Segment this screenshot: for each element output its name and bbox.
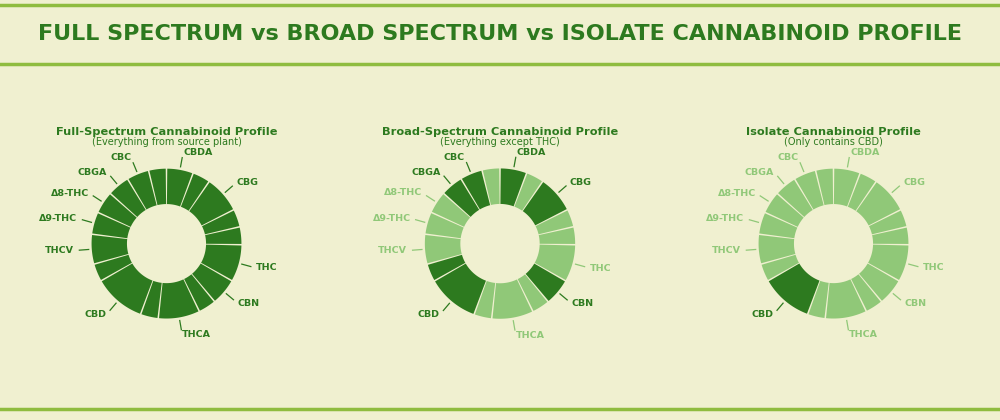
Polygon shape [462, 171, 490, 210]
Polygon shape [872, 228, 908, 244]
Polygon shape [759, 235, 795, 263]
Polygon shape [868, 244, 908, 280]
Text: CBD: CBD [418, 310, 440, 319]
Text: THCV: THCV [712, 246, 741, 255]
Polygon shape [92, 213, 130, 238]
Polygon shape [202, 210, 239, 234]
Text: (Only contains CBD): (Only contains CBD) [784, 137, 883, 147]
Text: CBC: CBC [110, 153, 131, 163]
Polygon shape [141, 281, 162, 318]
Polygon shape [526, 264, 565, 301]
Text: Δ8-THC: Δ8-THC [384, 189, 422, 197]
Polygon shape [766, 194, 804, 227]
Text: Δ8-THC: Δ8-THC [51, 189, 89, 197]
Polygon shape [778, 180, 813, 217]
Polygon shape [205, 228, 241, 244]
Text: Isolate Cannabinoid Profile: Isolate Cannabinoid Profile [746, 127, 921, 137]
Polygon shape [201, 244, 241, 280]
Polygon shape [848, 174, 875, 211]
Polygon shape [189, 182, 233, 226]
Text: Broad-Spectrum Cannabinoid Profile: Broad-Spectrum Cannabinoid Profile [382, 127, 618, 137]
Polygon shape [428, 255, 465, 280]
Text: THC: THC [590, 263, 611, 273]
Polygon shape [432, 194, 470, 227]
Polygon shape [425, 235, 462, 263]
Text: CBC: CBC [777, 153, 798, 163]
Text: THC: THC [923, 263, 944, 273]
Polygon shape [184, 274, 214, 311]
Text: CBN: CBN [904, 299, 927, 307]
Polygon shape [539, 228, 575, 244]
Polygon shape [493, 279, 532, 319]
Polygon shape [859, 263, 898, 301]
Polygon shape [762, 255, 799, 280]
Text: (Everything except THC): (Everything except THC) [440, 136, 560, 147]
Polygon shape [149, 169, 166, 205]
Polygon shape [856, 182, 900, 226]
Text: CBGA: CBGA [78, 168, 107, 177]
Text: FULL SPECTRUM vs BROAD SPECTRUM vs ISOLATE CANNABINOID PROFILE: FULL SPECTRUM vs BROAD SPECTRUM vs ISOLA… [38, 24, 962, 44]
Text: CBDA: CBDA [517, 148, 546, 157]
Polygon shape [816, 169, 833, 205]
Text: CBG: CBG [236, 178, 258, 187]
Polygon shape [796, 171, 824, 210]
Text: CBN: CBN [237, 299, 260, 307]
Polygon shape [518, 274, 547, 311]
Polygon shape [92, 235, 128, 263]
Text: THCV: THCV [378, 246, 407, 255]
Text: CBG: CBG [570, 178, 592, 187]
Polygon shape [535, 244, 575, 280]
Text: CBDA: CBDA [850, 148, 880, 157]
Text: CBGA: CBGA [411, 168, 441, 176]
Polygon shape [159, 279, 198, 318]
Polygon shape [514, 173, 542, 211]
Polygon shape [759, 213, 797, 238]
Text: Δ9-THC: Δ9-THC [706, 214, 744, 223]
Polygon shape [834, 169, 859, 207]
Polygon shape [536, 210, 573, 234]
Text: Full-Spectrum Cannabinoid Profile: Full-Spectrum Cannabinoid Profile [56, 127, 277, 137]
Text: THC: THC [256, 263, 277, 273]
Text: Δ8-THC: Δ8-THC [718, 189, 756, 197]
Polygon shape [483, 168, 500, 205]
Polygon shape [523, 182, 567, 226]
Text: CBDA: CBDA [183, 148, 213, 157]
Polygon shape [129, 171, 157, 210]
Polygon shape [826, 279, 865, 318]
Polygon shape [444, 180, 479, 217]
Polygon shape [111, 180, 146, 217]
Polygon shape [808, 281, 829, 318]
Text: THCA: THCA [182, 331, 211, 339]
Polygon shape [192, 263, 231, 301]
Polygon shape [475, 281, 495, 318]
Polygon shape [167, 169, 192, 207]
Text: CBD: CBD [85, 310, 107, 319]
Polygon shape [95, 255, 132, 280]
Text: Δ9-THC: Δ9-THC [372, 214, 411, 223]
Text: CBG: CBG [903, 178, 925, 187]
Polygon shape [769, 263, 820, 314]
Polygon shape [102, 263, 153, 314]
Text: Δ9-THC: Δ9-THC [39, 214, 77, 223]
Text: (Everything from source plant): (Everything from source plant) [92, 137, 241, 147]
Polygon shape [851, 274, 881, 311]
Text: THCA: THCA [849, 331, 878, 339]
Text: CBC: CBC [443, 153, 465, 162]
Text: THCV: THCV [45, 246, 74, 255]
Polygon shape [869, 210, 906, 234]
Text: CBN: CBN [571, 299, 593, 308]
Text: CBGA: CBGA [745, 168, 774, 177]
Polygon shape [500, 168, 526, 206]
Text: CBD: CBD [752, 310, 774, 319]
Text: THCA: THCA [516, 331, 545, 340]
Polygon shape [181, 174, 208, 211]
Polygon shape [99, 194, 137, 227]
Polygon shape [435, 264, 486, 314]
Polygon shape [426, 213, 464, 238]
